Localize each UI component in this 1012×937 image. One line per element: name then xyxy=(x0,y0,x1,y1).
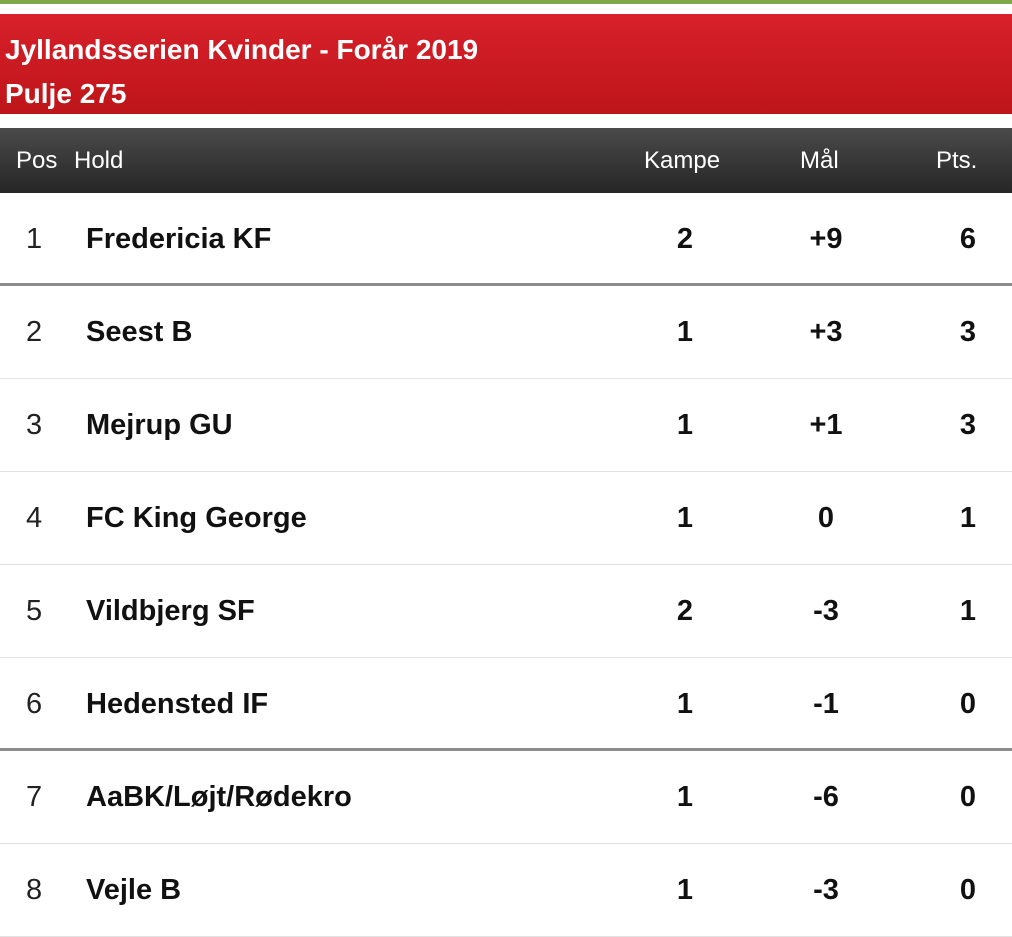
row-matches: 2 xyxy=(676,595,694,627)
row-points: 6 xyxy=(959,223,977,255)
row-points: 0 xyxy=(959,781,977,813)
column-header-maal[interactable]: Mål xyxy=(800,147,839,174)
column-header-pts[interactable]: Pts. xyxy=(936,147,978,174)
row-matches: 1 xyxy=(676,874,694,906)
table-row[interactable]: 3 Mejrup GU 1 +1 3 xyxy=(0,379,1012,472)
table-row[interactable]: 8 Vejle B 1 -3 0 xyxy=(0,844,1012,937)
row-position: 3 xyxy=(26,409,43,441)
row-team-name[interactable]: FC King George xyxy=(86,502,307,534)
column-header-hold[interactable]: Hold xyxy=(74,147,124,174)
standings-table-header: Pos Hold Kampe Mål Pts. xyxy=(0,128,1012,193)
row-matches: 1 xyxy=(676,688,694,720)
row-position: 7 xyxy=(26,781,43,813)
row-matches: 1 xyxy=(676,316,694,348)
row-goal-difference: -6 xyxy=(813,781,839,813)
pool-title: Pulje 275 xyxy=(5,78,127,109)
table-row[interactable]: 1 Fredericia KF 2 +9 6 xyxy=(0,193,1012,286)
row-position: 2 xyxy=(26,316,43,348)
row-team-name[interactable]: Seest B xyxy=(86,316,193,348)
league-title-bar: Jyllandsserien Kvinder - Forår 2019 Pulj… xyxy=(0,14,1012,114)
standings-table-body: 1 Fredericia KF 2 +9 6 2 Seest B 1 +3 3 … xyxy=(0,193,1012,937)
row-goal-difference: -3 xyxy=(813,874,839,906)
row-points: 3 xyxy=(959,409,977,441)
row-goal-difference: -1 xyxy=(813,688,839,720)
row-points: 0 xyxy=(959,688,977,720)
row-team-name[interactable]: Vildbjerg SF xyxy=(86,595,255,627)
table-row[interactable]: 4 FC King George 1 0 1 xyxy=(0,472,1012,565)
row-team-name[interactable]: Hedensted IF xyxy=(86,688,269,720)
row-position: 5 xyxy=(26,595,43,627)
column-header-pos[interactable]: Pos xyxy=(16,147,58,174)
row-team-name[interactable]: AaBK/Løjt/Rødekro xyxy=(86,781,352,813)
table-row[interactable]: 5 Vildbjerg SF 2 -3 1 xyxy=(0,565,1012,658)
row-team-name[interactable]: Vejle B xyxy=(86,874,182,906)
row-goal-difference: +3 xyxy=(809,316,843,348)
table-row[interactable]: 6 Hedensted IF 1 -1 0 xyxy=(0,658,1012,751)
row-position: 6 xyxy=(26,688,43,720)
row-points: 0 xyxy=(959,874,977,906)
row-goal-difference: 0 xyxy=(817,502,835,534)
row-team-name[interactable]: Fredericia KF xyxy=(86,223,272,255)
row-goal-difference: -3 xyxy=(813,595,839,627)
row-matches: 1 xyxy=(676,409,694,441)
row-matches: 1 xyxy=(676,781,694,813)
league-title: Jyllandsserien Kvinder - Forår 2019 xyxy=(5,34,479,65)
row-team-name[interactable]: Mejrup GU xyxy=(86,409,233,441)
column-header-kampe[interactable]: Kampe xyxy=(644,147,721,174)
row-position: 1 xyxy=(26,223,43,255)
row-goal-difference: +9 xyxy=(809,223,843,255)
row-points: 3 xyxy=(959,316,977,348)
row-position: 4 xyxy=(26,502,43,534)
row-points: 1 xyxy=(959,595,977,627)
table-row[interactable]: 2 Seest B 1 +3 3 xyxy=(0,286,1012,379)
top-accent-line xyxy=(0,0,1012,4)
row-position: 8 xyxy=(26,874,43,906)
row-goal-difference: +1 xyxy=(809,409,843,441)
row-matches: 2 xyxy=(676,223,694,255)
table-row[interactable]: 7 AaBK/Løjt/Rødekro 1 -6 0 xyxy=(0,751,1012,844)
row-matches: 1 xyxy=(676,502,694,534)
row-points: 1 xyxy=(959,502,977,534)
